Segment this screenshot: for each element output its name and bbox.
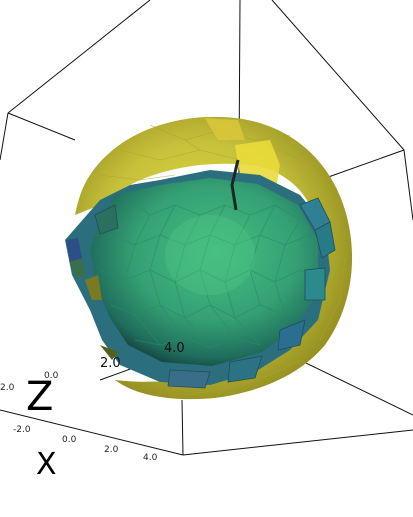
tick-bottom-neg2: -2.0 bbox=[13, 425, 31, 435]
rim-cells bbox=[94, 197, 336, 389]
tick-bottom-2: 2.0 bbox=[104, 445, 119, 455]
tick-inner-2: 2.0 bbox=[100, 356, 121, 371]
broken-edge bbox=[66, 238, 118, 360]
seam bbox=[230, 159, 240, 211]
axis-label-x: X bbox=[36, 447, 57, 482]
inner-facets bbox=[99, 199, 321, 349]
tick-bottom-0: 0.0 bbox=[62, 435, 77, 445]
axis-label-z: Z bbox=[26, 374, 53, 420]
tick-left-0: 0.0 bbox=[44, 371, 59, 381]
inner-highlight bbox=[165, 215, 255, 295]
shell-orange-patch bbox=[205, 118, 245, 140]
tick-inner-4: 4.0 bbox=[164, 341, 185, 356]
tick-bottom-4: 4.0 bbox=[143, 453, 158, 463]
tick-left-2: 2.0 bbox=[0, 383, 15, 393]
